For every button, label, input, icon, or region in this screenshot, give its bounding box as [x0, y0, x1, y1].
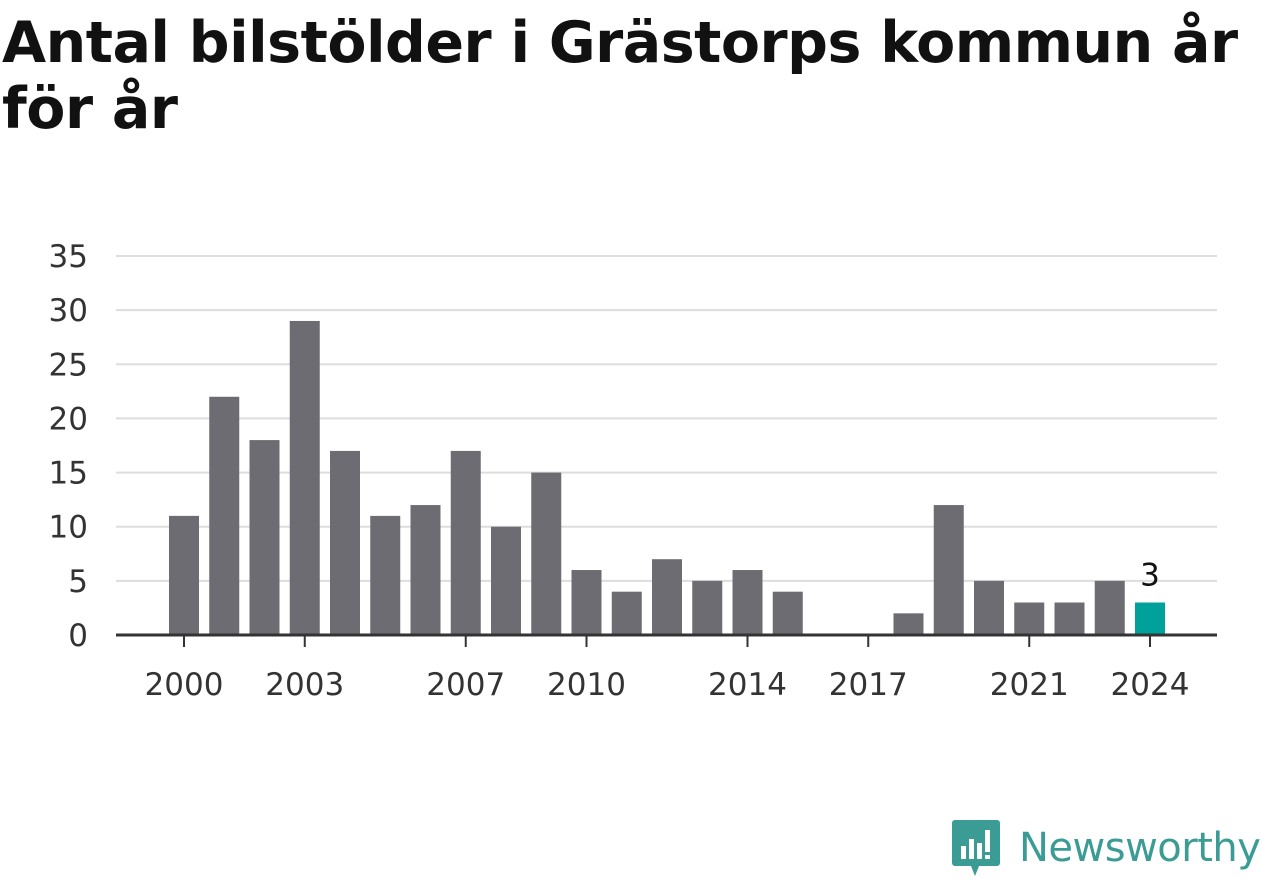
bar-2011 [611, 591, 642, 635]
bar-2004 [330, 450, 360, 635]
bar-2010 [571, 570, 602, 635]
y-tick-label: 35 [49, 239, 88, 275]
bar-2014 [732, 570, 763, 635]
newsworthy-brand[interactable]: Newsworthy [951, 818, 1261, 878]
y-tick-label: 10 [49, 510, 88, 546]
y-tick-label: 0 [68, 618, 88, 654]
x-tick-label: 2000 [145, 667, 224, 703]
bar-2005 [370, 515, 401, 635]
y-tick-label: 25 [49, 347, 88, 383]
x-tick-label: 2007 [426, 667, 505, 703]
x-axis-ticks: 2000 2003 2007 2010 2014 2017 2021 2024 [145, 635, 1190, 703]
bar-2023 [1094, 580, 1125, 635]
x-tick-label: 2014 [708, 667, 787, 703]
bar-2013 [692, 580, 723, 635]
bar-2012 [652, 559, 682, 635]
bar-2022 [1054, 602, 1085, 635]
x-tick-label: 2003 [265, 667, 344, 703]
x-tick-label: 2024 [1111, 667, 1190, 703]
x-tick-label: 2017 [829, 667, 908, 703]
gridlines [116, 255, 1217, 582]
bar-2021 [1014, 602, 1045, 635]
y-tick-label: 20 [49, 401, 88, 437]
y-tick-label: 5 [68, 564, 88, 600]
y-axis-ticks: 0 5 10 15 20 25 30 35 [49, 239, 88, 654]
chart-title: Antal bilstölder i Grästorps kommun år f… [2, 10, 1238, 142]
x-tick-label: 2010 [547, 667, 626, 703]
brand-name: Newsworthy [1019, 825, 1261, 871]
bar-2002 [249, 440, 280, 635]
y-tick-label: 15 [49, 456, 88, 492]
y-tick-label: 30 [49, 293, 88, 329]
data-label-2024: 3 [1140, 558, 1160, 594]
x-tick-label: 2021 [990, 667, 1069, 703]
bar-2020 [974, 580, 1004, 635]
bar-2008 [491, 526, 521, 635]
bar-2009 [531, 472, 562, 635]
bar-2000 [169, 515, 199, 635]
bar-2003 [289, 320, 320, 635]
bar-2018 [893, 613, 924, 635]
bar-2024 [1135, 602, 1165, 635]
bar-2019 [933, 505, 964, 635]
bar-2015 [772, 591, 803, 635]
bar-2007 [450, 450, 481, 635]
bar-2006 [410, 505, 441, 635]
newsworthy-logo-icon [952, 820, 1000, 876]
bar-2001 [209, 396, 240, 635]
data-labels: 3 [1140, 558, 1160, 594]
bars [169, 320, 1165, 635]
